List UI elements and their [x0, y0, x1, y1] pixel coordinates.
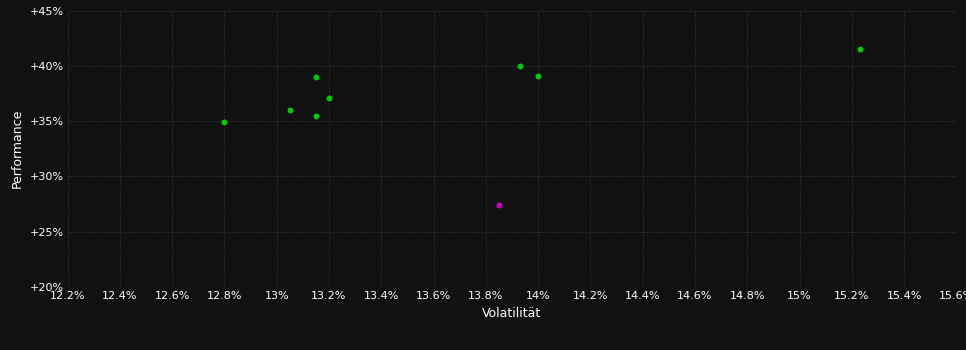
Point: [308, 113, 324, 118]
Y-axis label: Performance: Performance: [11, 109, 24, 188]
Point: [308, 74, 324, 80]
X-axis label: Volatilität: Volatilität: [482, 307, 542, 320]
Point: [216, 119, 232, 125]
Point: [491, 202, 506, 208]
Point: [322, 95, 337, 101]
Point: [852, 47, 867, 52]
Point: [512, 63, 527, 69]
Point: [282, 107, 298, 113]
Point: [530, 73, 546, 78]
